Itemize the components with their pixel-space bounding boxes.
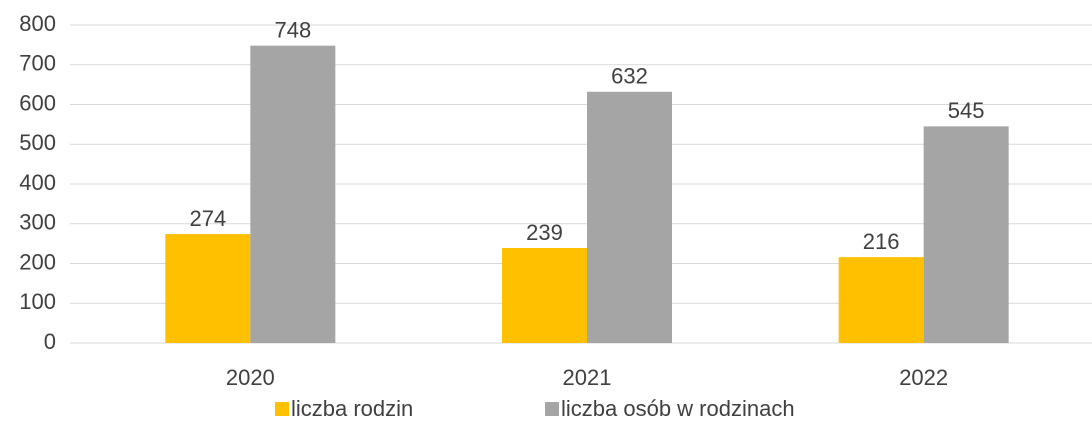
- bar: [587, 91, 672, 343]
- legend-swatch: [545, 402, 559, 416]
- bar: [838, 257, 924, 343]
- bar: [250, 45, 336, 344]
- data-label: 239: [526, 220, 563, 245]
- y-tick-label: 0: [44, 329, 56, 354]
- x-tick-label: 2021: [563, 365, 612, 390]
- legend-label: liczba osób w rodzinach: [561, 396, 795, 421]
- y-tick-label: 100: [19, 289, 56, 314]
- y-tick-label: 200: [19, 249, 56, 274]
- data-label: 632: [611, 64, 648, 89]
- y-tick-label: 800: [19, 11, 56, 36]
- data-label: 274: [189, 206, 226, 231]
- y-tick-label: 300: [19, 210, 56, 235]
- legend-swatch: [275, 402, 289, 416]
- y-tick-label: 700: [19, 51, 56, 76]
- data-label: 748: [274, 17, 311, 42]
- y-tick-label: 400: [19, 170, 56, 195]
- legend-label: liczba rodzin: [291, 396, 413, 421]
- y-tick-label: 600: [19, 90, 56, 115]
- bar: [502, 247, 587, 343]
- data-label: 545: [948, 98, 985, 123]
- x-tick-label: 2020: [226, 365, 275, 390]
- bar: [923, 126, 1009, 343]
- x-tick-label: 2022: [899, 365, 948, 390]
- y-tick-label: 500: [19, 130, 56, 155]
- data-label: 216: [863, 229, 900, 254]
- bar: [165, 234, 251, 343]
